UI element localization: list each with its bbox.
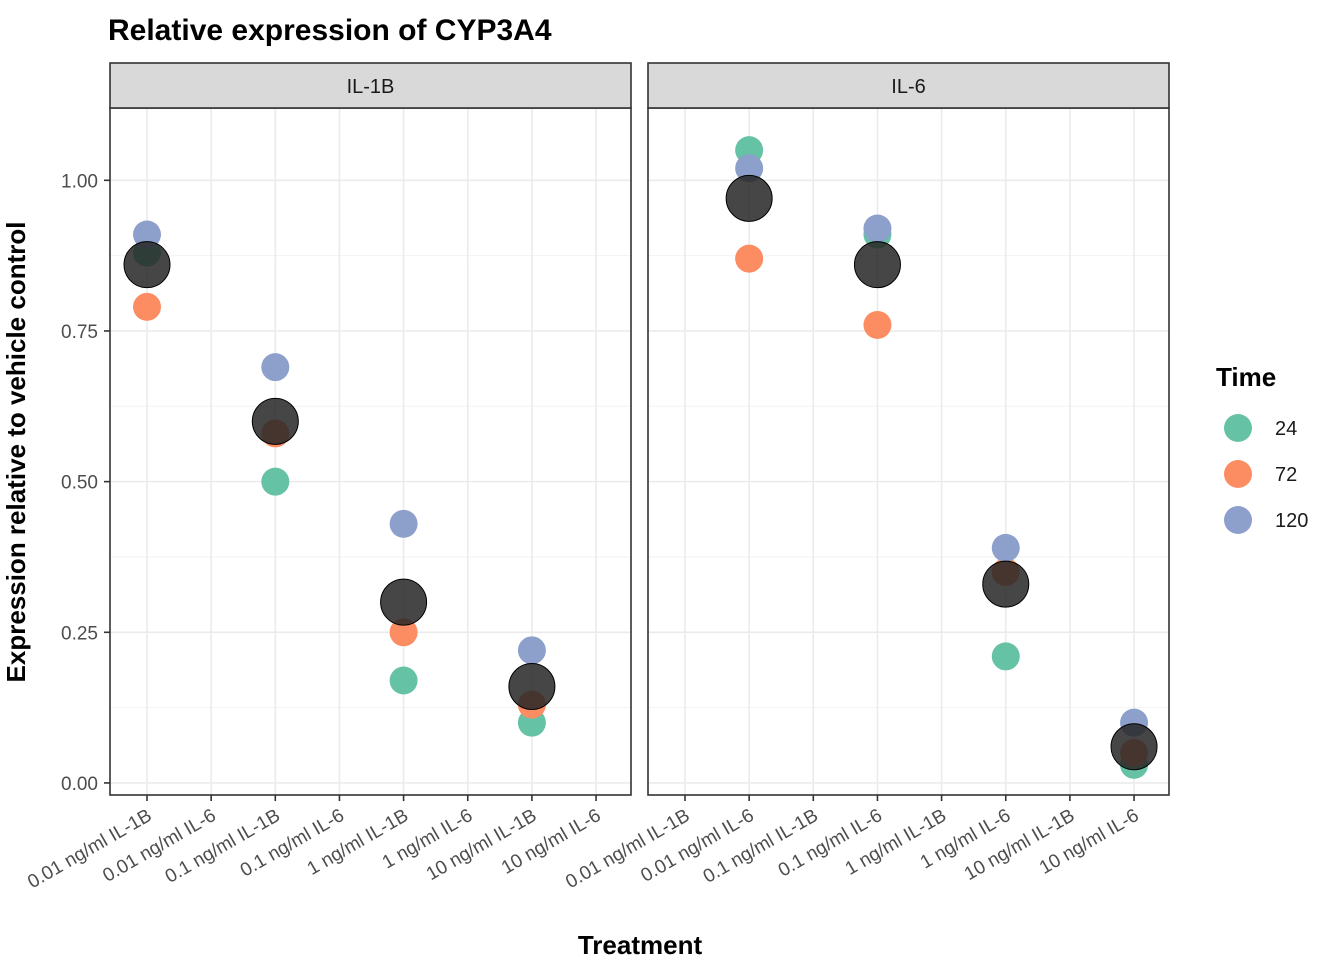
- legend-key-72: [1224, 460, 1252, 488]
- mean-point: [853, 241, 901, 289]
- data-point-120h: [863, 214, 892, 243]
- data-point-120h: [517, 636, 546, 665]
- legend-key-24: [1224, 414, 1252, 442]
- mean-point: [123, 241, 171, 289]
- data-point-72h: [735, 244, 764, 273]
- legend-label-24: 24: [1275, 418, 1297, 440]
- mean-point: [380, 578, 428, 626]
- data-point-72h: [389, 618, 418, 647]
- x-axes: 0.01 ng/ml IL-1B0.01 ng/ml IL-60.1 ng/ml…: [24, 795, 1143, 893]
- data-point-72h: [863, 310, 892, 339]
- data-point-24h: [991, 642, 1020, 671]
- x-tick-label: 10 ng/ml IL-1B: [423, 805, 541, 885]
- facet-strip: [647, 62, 1170, 109]
- chart-title: Relative expression of CYP3A4: [108, 14, 552, 47]
- x-axis-title: Treatment: [578, 930, 703, 960]
- data-point-120h: [735, 154, 764, 183]
- facet-panels: IL-1B IL-6: [109, 62, 1170, 796]
- y-tick-label: 0.75: [61, 322, 98, 343]
- data-point-120h: [133, 220, 161, 249]
- y-tick-label: 1.00: [61, 171, 98, 192]
- mean-point: [982, 560, 1030, 608]
- panel-IL-1B: IL-1B: [109, 62, 632, 796]
- y-tick-label: 0.50: [61, 473, 98, 494]
- facet-strip: [109, 62, 632, 109]
- data-point-120h: [389, 509, 418, 538]
- facet-strip-label: IL-1B: [347, 76, 395, 98]
- mean-point: [1110, 723, 1158, 771]
- y-axis: 0.00 0.25 0.50 0.75 1.00: [61, 171, 110, 795]
- y-tick-label: 0.25: [61, 623, 98, 644]
- panel-background: [648, 108, 1169, 795]
- mean-point: [251, 397, 299, 445]
- x-tick-label: 10 ng/ml IL-1B: [961, 805, 1079, 885]
- data-point-24h: [389, 666, 418, 695]
- legend-title: Time: [1216, 362, 1276, 392]
- legend: Time 24 72 120: [1216, 362, 1308, 534]
- data-point-120h: [261, 353, 290, 382]
- data-point-120h: [991, 533, 1020, 562]
- facet-strip-label: IL-6: [891, 76, 925, 98]
- panel-IL-6: IL-6: [647, 62, 1170, 796]
- y-axis-title: Expression relative to vehicle control: [1, 222, 31, 683]
- data-point-24h: [261, 467, 290, 496]
- legend-key-120: [1224, 506, 1252, 534]
- legend-label-72: 72: [1275, 464, 1297, 486]
- data-point-72h: [133, 292, 161, 321]
- mean-point: [508, 663, 556, 711]
- y-tick-label: 0.00: [61, 774, 98, 795]
- legend-label-120: 120: [1275, 510, 1308, 532]
- mean-point: [725, 174, 773, 222]
